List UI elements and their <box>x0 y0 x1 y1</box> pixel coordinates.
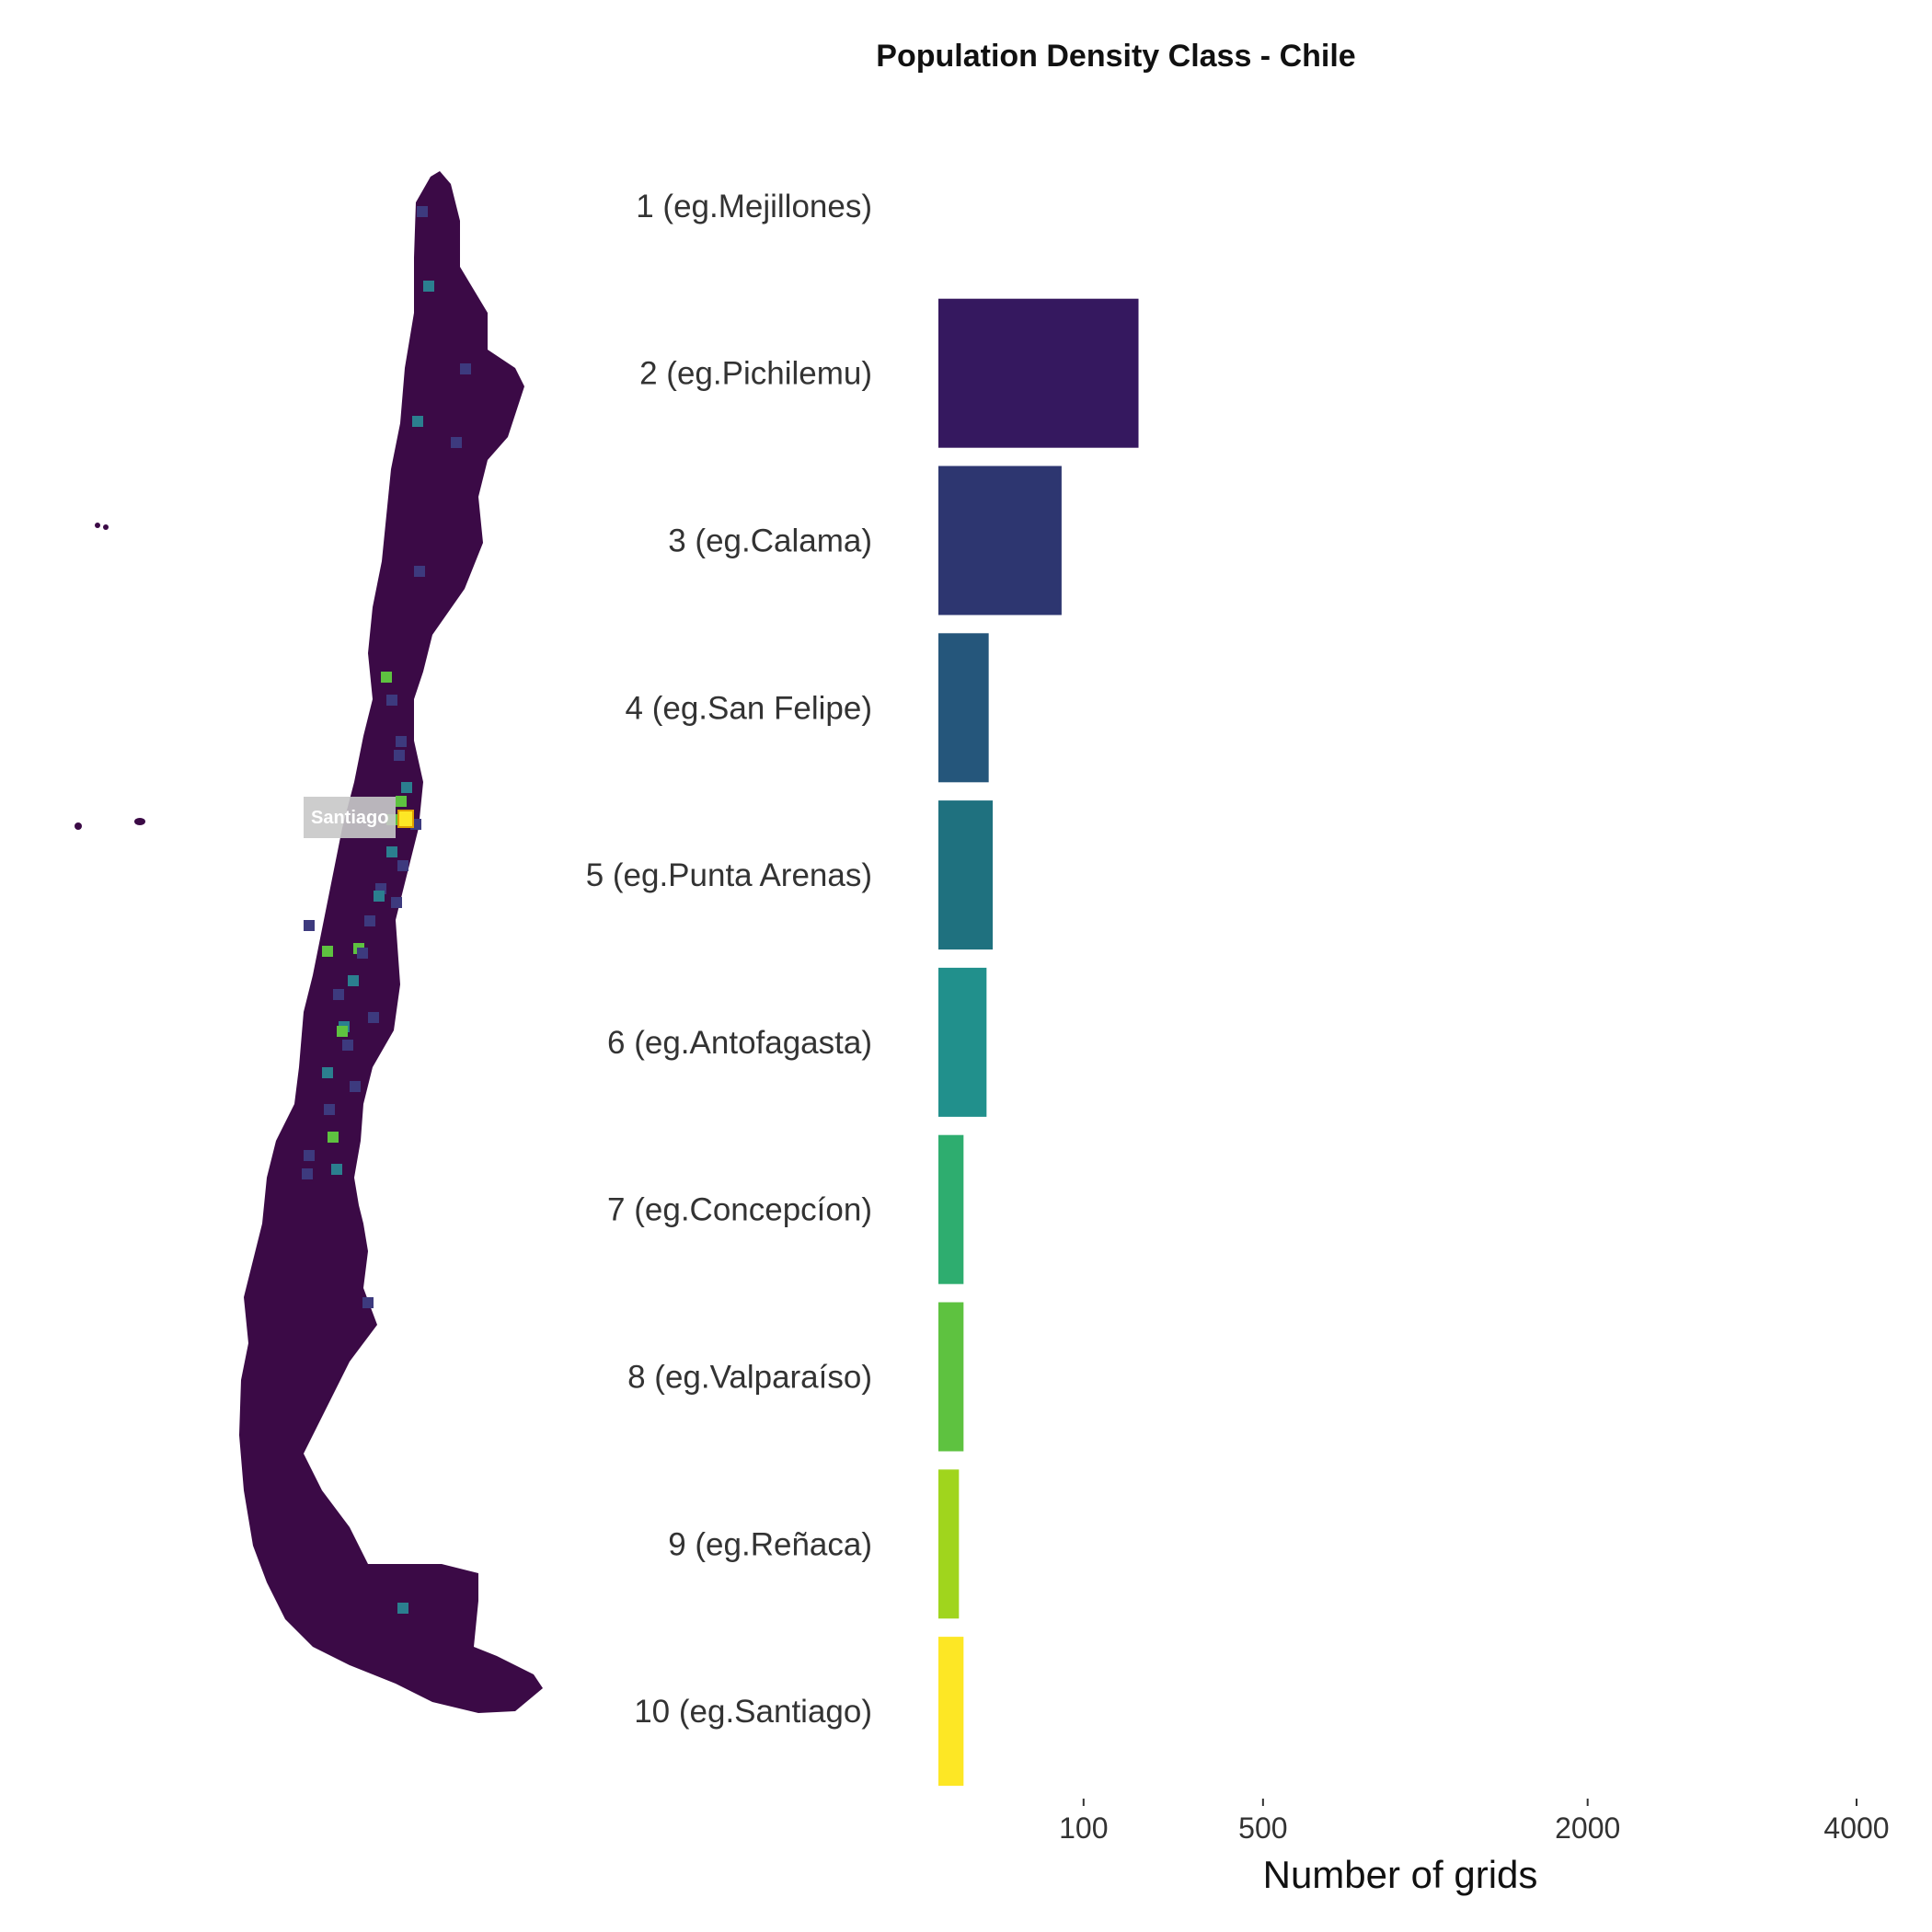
density-cell <box>412 416 423 427</box>
island <box>75 822 82 830</box>
density-cell <box>328 1132 339 1143</box>
density-cell <box>362 1297 374 1308</box>
density-cell <box>331 1164 342 1175</box>
bar <box>938 1134 964 1284</box>
chile-mainland <box>239 171 543 1713</box>
x-axis: 100 500 2000 4000 <box>1059 1799 1890 1845</box>
bar <box>938 1469 960 1619</box>
density-cell <box>333 989 344 1000</box>
density-cell <box>302 1168 313 1179</box>
density-cell <box>322 1067 333 1078</box>
density-cell <box>322 946 333 957</box>
density-cell <box>304 920 315 931</box>
x-tick-label: 2000 <box>1555 1811 1620 1845</box>
island <box>134 818 145 825</box>
density-cell <box>374 891 385 902</box>
density-cell <box>397 1603 408 1614</box>
density-cell <box>414 566 425 577</box>
density-cell <box>337 1026 348 1037</box>
category-label: 1 (eg.Mejillones) <box>636 189 872 224</box>
santiago-label-text: Santiago <box>311 808 388 828</box>
density-cell <box>324 1104 335 1115</box>
santiago-label: Santiago <box>304 797 414 838</box>
density-cell <box>386 846 397 857</box>
bar <box>938 1302 964 1452</box>
density-cell <box>368 1012 379 1023</box>
category-label: 5 (eg.Punta Arenas) <box>586 857 872 893</box>
x-axis-title: Number of grids <box>1263 1853 1538 1896</box>
category-label: 10 (eg.Santiago) <box>634 1694 872 1730</box>
category-labels: 1 (eg.Mejillones) 2 (eg.Pichilemu) 3 (eg.C… <box>586 189 872 1730</box>
x-tick-label: 100 <box>1059 1811 1108 1845</box>
bar <box>938 800 994 950</box>
density-cell <box>460 363 471 374</box>
bar <box>938 633 989 783</box>
category-label: 7 (eg.Concepcíon) <box>607 1192 872 1228</box>
density-cell <box>391 897 402 908</box>
density-cell <box>364 915 375 926</box>
density-cell <box>423 281 434 292</box>
bar <box>938 1637 964 1787</box>
x-tick-label: 500 <box>1238 1811 1287 1845</box>
density-cell <box>396 796 407 807</box>
density-cell <box>348 975 359 986</box>
bar <box>938 967 987 1117</box>
santiago-marker <box>397 810 414 828</box>
bars <box>938 298 1139 1787</box>
bar <box>938 466 1062 615</box>
island <box>95 523 100 528</box>
density-cell <box>417 206 428 217</box>
chile-map: Santiago <box>75 171 543 1713</box>
category-label: 4 (eg.San Felipe) <box>626 690 872 726</box>
category-label: 6 (eg.Antofagasta) <box>607 1025 872 1061</box>
santiago-label-box <box>304 797 396 838</box>
category-label: 8 (eg.Valparaíso) <box>627 1360 872 1396</box>
density-cell <box>396 736 407 747</box>
x-tick-label: 4000 <box>1823 1811 1889 1845</box>
density-cell <box>304 1150 315 1161</box>
density-cell <box>401 782 412 793</box>
density-cell <box>394 750 405 761</box>
density-cell <box>451 437 462 448</box>
category-label: 2 (eg.Pichilemu) <box>639 356 872 392</box>
density-cell <box>397 860 408 871</box>
density-cell <box>350 1081 361 1092</box>
chart-title: Population Density Class - Chile <box>876 39 1355 74</box>
density-cell <box>386 695 397 706</box>
bar <box>938 298 1139 448</box>
density-cell <box>381 672 392 683</box>
category-label: 3 (eg.Calama) <box>668 523 872 559</box>
density-cell <box>357 948 368 959</box>
category-label: 9 (eg.Reñaca) <box>668 1526 872 1562</box>
island <box>103 524 109 530</box>
density-cell <box>342 1040 353 1051</box>
